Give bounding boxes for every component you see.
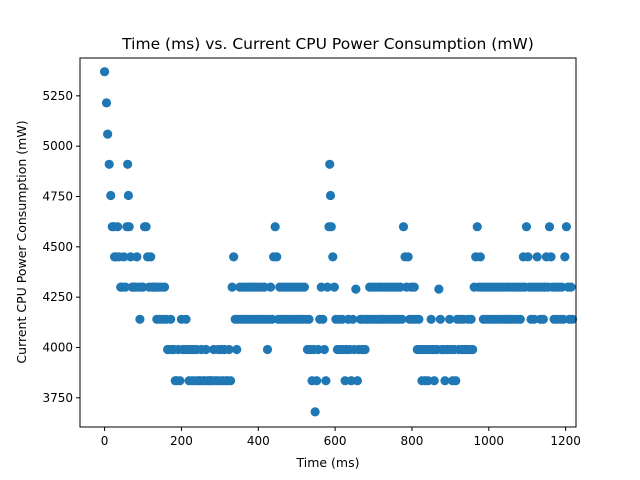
data-point: [270, 222, 280, 232]
data-point: [435, 314, 445, 324]
y-axis-ticks: 3750 4000 4250 4500 4750 5000 5250: [42, 89, 80, 405]
data-point: [227, 282, 237, 292]
data-point: [312, 376, 322, 386]
data-point: [567, 314, 578, 324]
y-tick-label: 5000: [42, 139, 73, 153]
x-tick-label: 1200: [550, 434, 581, 448]
data-point: [181, 314, 191, 324]
data-point: [132, 252, 142, 262]
data-point: [561, 222, 572, 232]
data-point: [99, 67, 110, 77]
data-point: [299, 282, 309, 292]
x-axis-label: Time (ms): [295, 455, 359, 470]
data-point: [426, 314, 436, 324]
chart-title: Time (ms) vs. Current CPU Power Consumpt…: [121, 35, 534, 53]
data-point: [398, 222, 409, 232]
data-point: [434, 284, 444, 294]
y-tick-label: 4250: [42, 290, 73, 304]
data-point: [123, 159, 133, 169]
data-point: [103, 129, 113, 139]
data-point: [544, 222, 555, 232]
y-tick-label: 4500: [42, 240, 73, 254]
data-point: [175, 376, 185, 386]
data-point: [538, 314, 548, 324]
data-point: [466, 314, 476, 324]
x-axis-ticks: 0 200 400 600 800 1000 1200: [101, 427, 581, 448]
data-point: [141, 222, 151, 232]
data-point: [226, 376, 236, 386]
data-point: [475, 252, 485, 262]
data-point: [232, 344, 242, 355]
data-point: [262, 344, 273, 355]
data-point: [120, 282, 130, 292]
data-point: [265, 282, 276, 292]
data-point: [310, 407, 320, 417]
data-point: [321, 376, 331, 386]
data-point: [397, 314, 407, 324]
data-point: [451, 376, 461, 386]
data-point: [325, 190, 336, 201]
data-points: [99, 67, 578, 417]
data-point: [319, 344, 329, 355]
data-point: [515, 314, 525, 324]
data-point: [414, 314, 424, 324]
data-point: [104, 159, 114, 169]
data-point: [468, 344, 478, 355]
y-tick-label: 3750: [42, 391, 73, 405]
data-point: [201, 344, 211, 355]
data-point: [322, 282, 333, 292]
data-point: [224, 344, 234, 355]
y-axis-label: Current CPU Power Consumption (mW): [14, 120, 29, 363]
data-point: [329, 282, 339, 292]
data-point: [135, 314, 145, 324]
data-point: [101, 98, 112, 108]
x-tick-label: 800: [400, 434, 423, 448]
y-tick-label: 5250: [42, 89, 73, 103]
data-point: [119, 252, 129, 262]
data-point: [326, 222, 336, 232]
data-point: [348, 314, 358, 324]
data-point: [146, 252, 156, 262]
data-point: [351, 284, 361, 294]
data-point: [521, 222, 532, 232]
x-tick-label: 1000: [474, 434, 505, 448]
data-point: [409, 282, 419, 292]
data-point: [229, 252, 239, 262]
data-point: [566, 282, 576, 292]
x-tick-label: 400: [247, 434, 270, 448]
y-tick-label: 4750: [42, 190, 73, 204]
x-tick-label: 600: [324, 434, 347, 448]
data-point: [360, 344, 370, 355]
data-point: [166, 314, 176, 324]
data-point: [325, 159, 335, 169]
plot-frame: [79, 57, 577, 428]
x-tick-label: 0: [101, 434, 109, 448]
data-point: [532, 252, 542, 262]
data-point: [124, 222, 134, 232]
data-point: [560, 252, 570, 262]
x-tick-label: 200: [170, 434, 193, 448]
data-point: [159, 282, 170, 292]
data-point: [352, 376, 362, 386]
data-point: [304, 314, 314, 324]
data-point: [272, 252, 282, 262]
data-point: [429, 376, 439, 386]
data-point: [523, 252, 533, 262]
data-point: [440, 376, 450, 386]
data-point: [106, 190, 116, 201]
data-point: [113, 222, 123, 232]
data-point: [472, 222, 482, 232]
y-tick-label: 4000: [42, 340, 73, 354]
data-point: [123, 190, 134, 201]
data-point: [318, 314, 328, 324]
data-point: [403, 252, 413, 262]
data-point: [445, 314, 455, 324]
data-point: [328, 252, 338, 262]
data-point: [546, 252, 556, 262]
